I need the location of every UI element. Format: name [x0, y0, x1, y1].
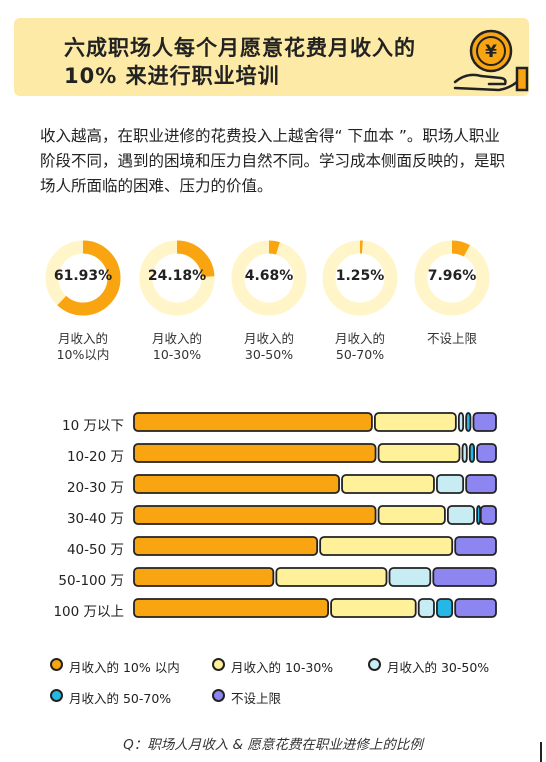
donut-arc: [414, 240, 490, 316]
donut-arc: [139, 240, 215, 316]
donut-value-label: 24.18%: [147, 268, 207, 284]
bar-segment: [133, 567, 275, 587]
row-label: 30-40 万: [66, 511, 124, 527]
bar-segment: [319, 536, 454, 556]
yen-coin-on-hand-icon: ¥: [453, 29, 529, 92]
svg-text:¥: ¥: [485, 42, 497, 62]
donut-arc: [322, 240, 398, 316]
legend-label: 月收入的 10-30%: [231, 660, 334, 675]
edge-mark: [540, 742, 542, 762]
donut-arc: [231, 240, 307, 316]
row-label: 40-50 万: [66, 542, 124, 558]
donut-category-label: 月收入的 10-30%: [151, 331, 202, 362]
bar-segment: [275, 567, 388, 587]
bar-segment: [465, 474, 497, 494]
bar-segment: [330, 598, 417, 618]
bar-segment: [454, 598, 497, 618]
bar-segment: [341, 474, 435, 494]
bar-segment: [133, 443, 377, 463]
bar-segment: [432, 567, 497, 587]
donut-4: [322, 240, 398, 316]
bar-segment: [133, 505, 377, 525]
bar-segment: [388, 567, 432, 587]
bar-segment: [446, 505, 475, 525]
legend-label: 不设上限: [231, 691, 282, 706]
bar-segment: [468, 443, 475, 463]
donut-category-label: 月收入的 30-50%: [243, 331, 294, 362]
bar-segment: [377, 443, 461, 463]
row-label: 100 万以上: [53, 604, 124, 620]
title-line-1: 六成职场人每个月愿意花费月收入的: [64, 36, 416, 60]
row-label: 50-100 万: [58, 573, 124, 589]
donut-value-label: 1.25%: [335, 268, 385, 284]
title-line-2: 10% 来进行职业培训: [64, 64, 280, 88]
donut-value-label: 61.93%: [53, 268, 113, 284]
bar-segment: [133, 536, 319, 556]
donut-2: [139, 240, 215, 316]
bar-segment: [472, 412, 497, 432]
donut-category-label: 不设上限: [426, 331, 477, 346]
bar-segment: [436, 598, 454, 618]
donut-category-label: 月收入的 50-70%: [334, 331, 385, 362]
bar-segment: [461, 443, 468, 463]
bar-segment: [133, 474, 340, 494]
bar-segment: [133, 598, 330, 618]
donut-1: [45, 240, 121, 316]
legend-label: 月收入的 30-50%: [387, 660, 490, 675]
bar-segment: [465, 412, 472, 432]
bar-segment: [454, 536, 497, 556]
legend-label: 月收入的 10% 以内: [69, 660, 180, 675]
row-label: 10 万以下: [62, 418, 124, 434]
donut-value-label: 4.68%: [244, 268, 294, 284]
donut-category-label: 月收入的 10%以内: [56, 331, 110, 362]
legend-label: 月收入的 50-70%: [69, 691, 172, 706]
bar-segment: [436, 474, 465, 494]
title-banner: 六成职场人每个月愿意花费月收入的 10% 来进行职业培训 ¥: [14, 18, 529, 96]
donut-value-label: 7.96%: [427, 268, 477, 284]
bar-segment: [373, 412, 457, 432]
donut-3: [231, 240, 307, 316]
legend-swatch: [212, 658, 225, 671]
row-label: 10-20 万: [66, 449, 124, 465]
caption: Q：职场人月收入 & 愿意花费在职业进修上的比例: [123, 737, 423, 753]
intro-paragraph: 收入越高，在职业进修的花费投入上越舍得“ 下血本 ”。职场人职业阶段不同，遇到的…: [40, 127, 506, 195]
donut-5: [414, 240, 490, 316]
donut-arc: [45, 240, 121, 316]
legend-swatch: [368, 658, 381, 671]
bar-segment: [457, 412, 465, 432]
row-label: 20-30 万: [66, 480, 124, 496]
bar-segment: [417, 598, 435, 618]
legend-swatch: [50, 689, 63, 702]
bar-segment: [479, 505, 497, 525]
bar-segment: [133, 412, 373, 432]
bar-segment: [377, 505, 446, 525]
bar-segment: [476, 505, 482, 525]
legend-swatch: [50, 658, 63, 671]
legend-swatch: [212, 689, 225, 702]
bar-segment: [476, 443, 497, 463]
